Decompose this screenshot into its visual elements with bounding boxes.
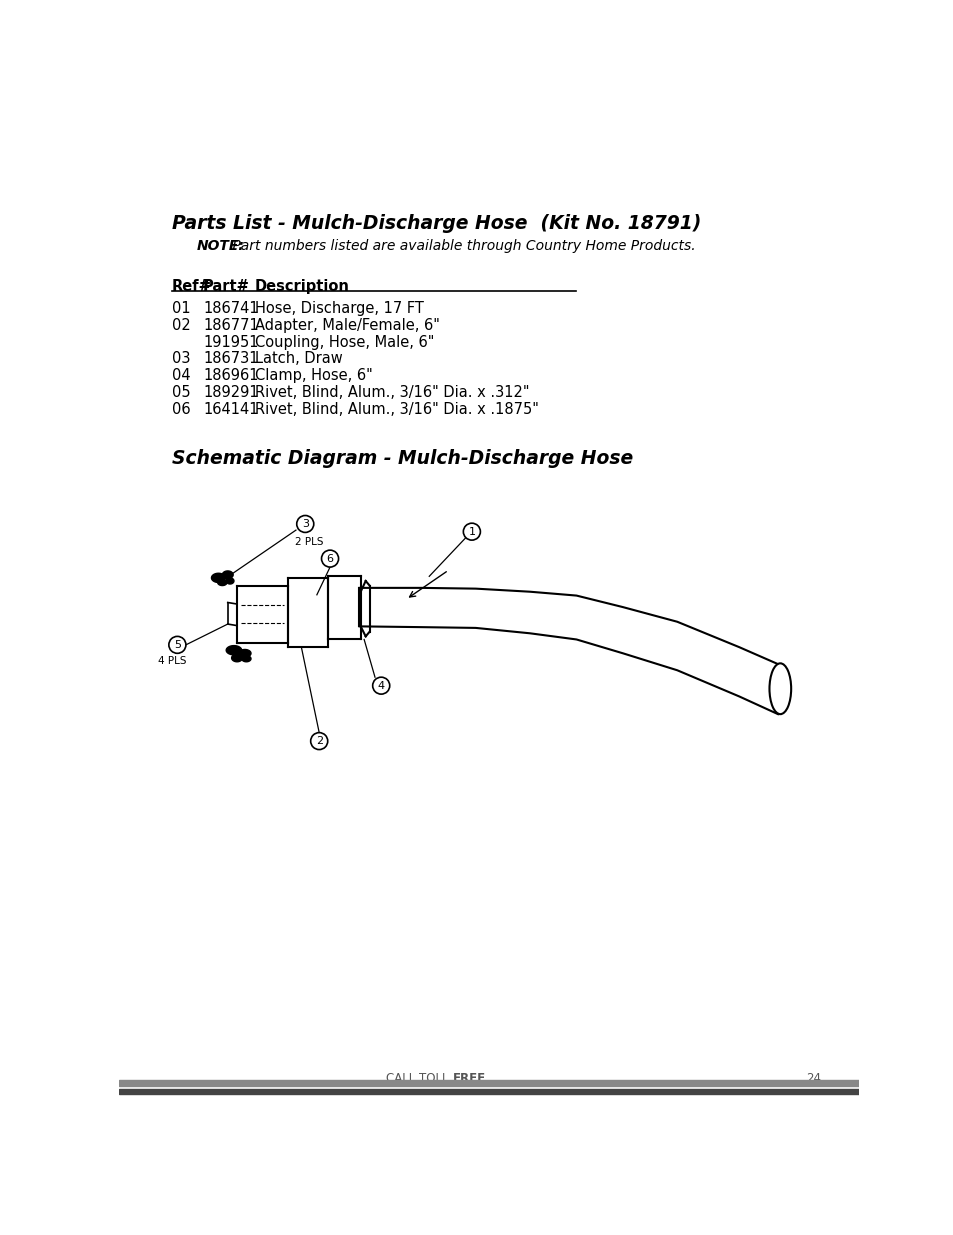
Text: Part#: Part#	[203, 279, 250, 294]
Polygon shape	[226, 578, 233, 584]
Text: 3: 3	[301, 519, 309, 529]
Text: Schematic Diagram - Mulch-Discharge Hose: Schematic Diagram - Mulch-Discharge Hose	[172, 448, 633, 468]
Text: 186771: 186771	[203, 317, 258, 332]
Circle shape	[169, 636, 186, 653]
Polygon shape	[222, 571, 233, 579]
Text: 191951: 191951	[203, 335, 258, 350]
Polygon shape	[238, 650, 251, 657]
Text: 1: 1	[468, 526, 475, 537]
Circle shape	[373, 677, 390, 694]
Text: Part numbers listed are available through Country Home Products.: Part numbers listed are available throug…	[228, 240, 695, 253]
Polygon shape	[232, 655, 242, 662]
Text: 164141: 164141	[203, 403, 258, 417]
Polygon shape	[226, 646, 241, 655]
Text: FREE: FREE	[452, 1072, 485, 1084]
Text: 186961: 186961	[203, 368, 258, 383]
Circle shape	[296, 515, 314, 532]
Text: 189291: 189291	[203, 385, 258, 400]
Polygon shape	[217, 579, 227, 585]
Polygon shape	[241, 656, 251, 662]
Text: 186741: 186741	[203, 300, 258, 316]
Text: Hose, Discharge, 17 FT: Hose, Discharge, 17 FT	[254, 300, 423, 316]
Text: 03: 03	[172, 352, 191, 367]
Bar	[119, 1089, 858, 1094]
Ellipse shape	[769, 663, 790, 714]
Text: 02: 02	[172, 317, 191, 332]
Text: 01: 01	[172, 300, 191, 316]
Text: 24: 24	[805, 1072, 820, 1084]
Text: Latch, Draw: Latch, Draw	[254, 352, 342, 367]
Text: Rivet, Blind, Alum., 3/16" Dia. x .1875": Rivet, Blind, Alum., 3/16" Dia. x .1875"	[254, 403, 538, 417]
Circle shape	[463, 524, 480, 540]
Text: Coupling, Hose, Male, 6": Coupling, Hose, Male, 6"	[254, 335, 434, 350]
Text: 4: 4	[377, 680, 384, 690]
Text: 4 PLS: 4 PLS	[158, 656, 186, 667]
Text: Description: Description	[254, 279, 350, 294]
Text: 6: 6	[326, 553, 334, 563]
Text: 5: 5	[173, 640, 181, 650]
Circle shape	[311, 732, 328, 750]
Text: CALL TOLL: CALL TOLL	[386, 1072, 452, 1084]
Text: 2 PLS: 2 PLS	[294, 537, 323, 547]
Text: Parts List - Mulch-Discharge Hose  (Kit No. 18791): Parts List - Mulch-Discharge Hose (Kit N…	[172, 214, 700, 232]
Text: 04: 04	[172, 368, 191, 383]
Text: NOTE:: NOTE:	[196, 240, 244, 253]
Polygon shape	[212, 573, 225, 583]
Text: 186731: 186731	[203, 352, 258, 367]
Bar	[119, 1079, 858, 1086]
Text: Clamp, Hose, 6": Clamp, Hose, 6"	[254, 368, 373, 383]
Text: Rivet, Blind, Alum., 3/16" Dia. x .312": Rivet, Blind, Alum., 3/16" Dia. x .312"	[254, 385, 529, 400]
Text: Ref#: Ref#	[172, 279, 212, 294]
Text: 06: 06	[172, 403, 191, 417]
Text: 05: 05	[172, 385, 191, 400]
Text: 2: 2	[315, 736, 322, 746]
Text: Adapter, Male/Female, 6": Adapter, Male/Female, 6"	[254, 317, 439, 332]
Circle shape	[321, 550, 338, 567]
